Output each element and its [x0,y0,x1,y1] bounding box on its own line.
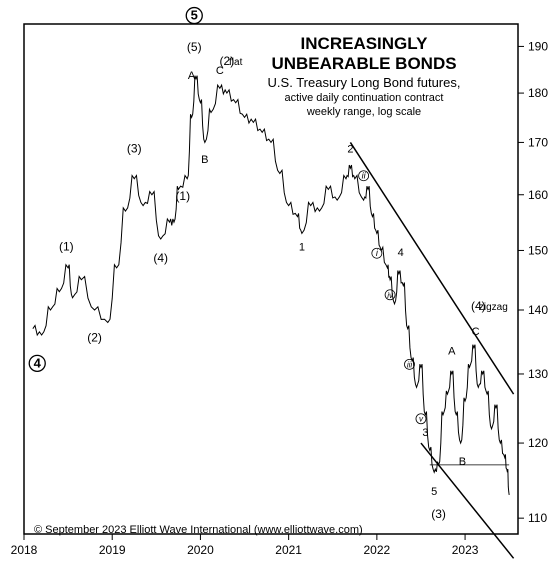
svg-text:2020: 2020 [187,543,214,557]
copyright-text: © September 2023 Elliott Wave Internatio… [34,524,363,536]
svg-text:120: 120 [528,436,548,450]
svg-text:(5): (5) [187,40,202,54]
svg-text:2021: 2021 [275,543,302,557]
svg-text:4: 4 [34,355,42,370]
svg-text:C: C [472,326,480,338]
svg-text:iii: iii [407,360,413,369]
svg-text:zigzag: zigzag [479,302,508,313]
svg-text:2018: 2018 [11,543,38,557]
svg-text:5: 5 [191,8,198,23]
svg-text:A: A [188,70,196,82]
svg-text:140: 140 [528,303,548,317]
svg-text:170: 170 [528,135,548,149]
svg-text:(3): (3) [127,142,142,156]
svg-text:(4): (4) [153,251,168,265]
svg-text:110: 110 [528,511,547,525]
svg-text:i: i [376,248,379,258]
chart-note-1: active daily continuation contract [239,92,489,105]
chart-note-2: weekly range, log scale [239,106,489,119]
svg-text:(3): (3) [431,507,446,521]
svg-text:(1): (1) [59,239,74,253]
svg-text:(2): (2) [87,330,102,344]
svg-text:ii: ii [362,171,367,181]
svg-text:2023: 2023 [452,543,479,557]
svg-text:5: 5 [431,486,437,498]
svg-text:A: A [448,345,456,357]
svg-text:150: 150 [528,243,548,257]
svg-text:B: B [201,154,208,166]
svg-text:B: B [459,456,466,468]
chart-title-block: INCREASINGLY UNBEARABLE BONDS U.S. Treas… [239,34,489,119]
svg-text:2019: 2019 [99,543,126,557]
svg-text:2022: 2022 [364,543,391,557]
svg-text:iv: iv [387,291,394,300]
svg-text:1: 1 [299,241,305,253]
svg-text:3: 3 [422,427,428,439]
svg-text:180: 180 [528,86,548,100]
svg-text:130: 130 [528,367,548,381]
svg-text:4: 4 [398,247,404,259]
chart-subtitle: U.S. Treasury Long Bond futures, [239,75,489,91]
chart-title: INCREASINGLY UNBEARABLE BONDS [239,34,489,73]
svg-text:190: 190 [528,39,548,53]
svg-text:(1): (1) [175,189,190,203]
svg-text:2: 2 [347,144,353,156]
svg-text:160: 160 [528,188,548,202]
svg-text:v: v [419,415,424,424]
